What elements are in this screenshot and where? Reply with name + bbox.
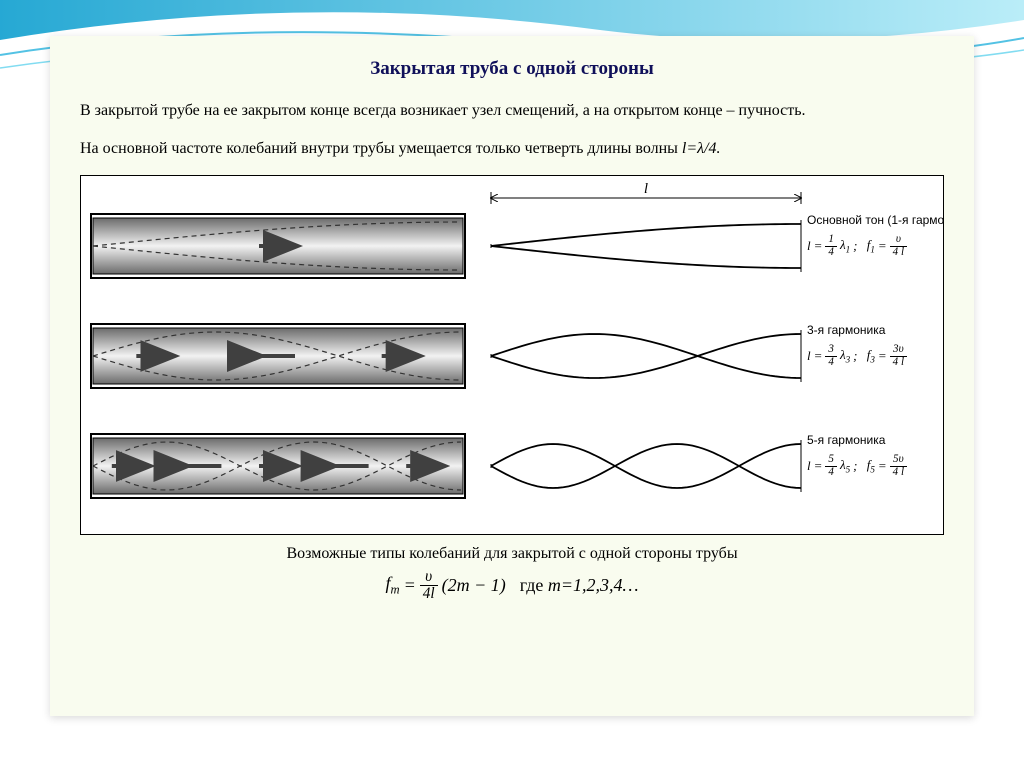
svg-text:5-я гармоника: 5-я гармоника	[807, 433, 886, 447]
svg-text:l: l	[644, 181, 648, 197]
where-word: где	[520, 575, 548, 595]
bottom-formula: fm = υ 4l (2m − 1) где m=1,2,3,4…	[80, 569, 944, 602]
svg-text:Основной тон (1-я гармоника): Основной тон (1-я гармоника)	[807, 213, 945, 227]
formula-expr: fm = υ 4l (2m − 1)	[385, 569, 505, 602]
f-fraction: υ 4l	[420, 569, 438, 602]
f-lhs-sub: m	[390, 583, 399, 597]
f-den: 4l	[420, 586, 438, 602]
equals-sign: =	[404, 575, 416, 596]
where-clause: где m=1,2,3,4…	[520, 575, 639, 596]
slide-title: Закрытая труба с одной стороны	[80, 58, 944, 80]
slide-panel: Закрытая труба с одной стороны В закрыто…	[50, 36, 974, 716]
f-paren: (2m − 1)	[442, 575, 506, 596]
harmonics-diagram: lОсновной тон (1-я гармоника)l=14λ1; f1=…	[80, 175, 944, 535]
diagram-caption: Возможные типы колебаний для закрытой с …	[80, 545, 944, 563]
para2-text: На основной частоте колебаний внутри тру…	[80, 140, 682, 157]
f-num: υ	[420, 569, 438, 586]
where-range: m=1,2,3,4…	[548, 575, 639, 595]
para2-formula: l=λ/4.	[682, 140, 721, 157]
paragraph-1: В закрытой трубе на ее закрытом конце вс…	[80, 100, 944, 122]
paragraph-2: На основной частоте колебаний внутри тру…	[80, 138, 944, 160]
svg-text:3-я гармоника: 3-я гармоника	[807, 323, 886, 337]
